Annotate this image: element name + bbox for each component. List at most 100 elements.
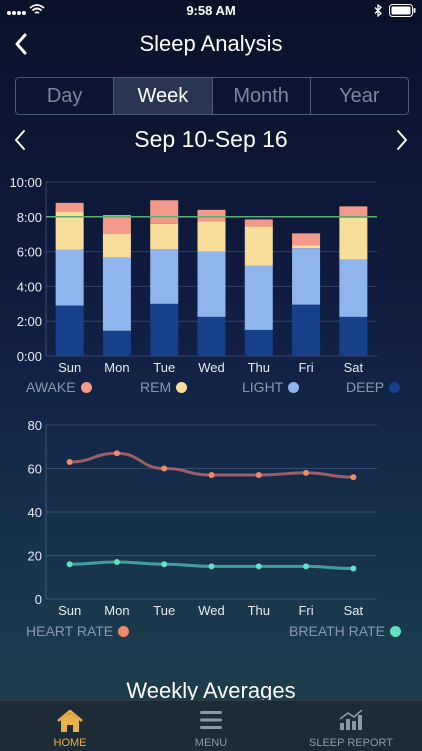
date-range-label: Sep 10-Sep 16 — [134, 126, 288, 152]
status-bar: 9:58 AM — [0, 0, 422, 22]
legend-light-label: LIGHT — [242, 379, 284, 395]
tab-year[interactable]: Year — [339, 85, 380, 107]
rate-x-tick: Wed — [198, 603, 225, 618]
wifi-icon — [29, 4, 45, 14]
bottom-tab-home-label: HOME — [53, 737, 87, 749]
heart-rate-dot — [118, 625, 130, 637]
sleep-x-tick: Mon — [104, 360, 129, 375]
legend-rem: REM — [140, 379, 188, 395]
rate-y-tick: 80 — [28, 418, 42, 433]
heart-breath-chart: 0 20 40 60 80 Sun Mon Tue Wed Thu Fri Sat — [28, 418, 377, 618]
bottom-tab-sleep-report[interactable]: SLEEP REPORT — [281, 701, 421, 751]
bottom-tab-home[interactable]: HOME — [0, 701, 140, 751]
rate-x-tick: Sun — [58, 603, 81, 618]
breath-rate-point-sat — [350, 565, 357, 572]
weekly-averages-title: Weekly Averages — [126, 678, 296, 703]
bar-light-sun — [55, 249, 84, 306]
heart-rate-point-sat — [350, 474, 357, 481]
bar-rem-tue — [150, 223, 179, 249]
heart-rate-point-sun — [66, 458, 73, 465]
legend-deep-label: DEEP — [346, 379, 385, 395]
heart-rate-point-thu — [255, 472, 262, 479]
bar-rem-fri — [292, 245, 321, 249]
signal-icon — [7, 11, 26, 15]
light-dot — [288, 381, 300, 393]
sleep-legend: AWAKE REM LIGHT DEEP — [0, 379, 422, 397]
rate-x-tick: Sat — [344, 603, 364, 618]
breath-rate-point-thu — [255, 563, 262, 570]
bar-awake-wed — [197, 209, 226, 222]
rate-y-tick: 0 — [35, 592, 42, 607]
rate-x-tick: Thu — [248, 603, 270, 618]
bar-rem-thu — [244, 226, 273, 266]
legend-breath-label: BREATH RATE — [289, 623, 385, 639]
sleep-x-tick: Sat — [344, 360, 364, 375]
breath-rate-point-mon — [113, 559, 120, 566]
bar-light-mon — [102, 257, 131, 331]
legend-deep: DEEP — [346, 379, 401, 395]
date-range-row: Sep 10-Sep 16 — [0, 120, 422, 160]
rate-x-tick: Fri — [298, 603, 313, 618]
breath-rate-dot — [389, 625, 401, 637]
sleep-y-tick: 10:00 — [9, 175, 42, 190]
bottom-tab-report-label: SLEEP REPORT — [309, 737, 393, 749]
tab-month[interactable]: Month — [213, 78, 311, 114]
rate-y-tick: 20 — [28, 549, 42, 564]
menu-icon — [200, 711, 222, 729]
bar-rem-sat — [339, 217, 368, 260]
sleep-x-tick: Tue — [153, 360, 175, 375]
legend-heart-rate: HEART RATE — [26, 623, 130, 639]
heart-rate-point-tue — [161, 465, 168, 472]
bar-light-tue — [150, 248, 179, 304]
bottom-tab-menu[interactable]: MENU — [141, 701, 281, 751]
bar-awake-sat — [339, 206, 368, 218]
report-icon — [339, 709, 363, 730]
page-title: Sleep Analysis — [139, 31, 283, 56]
legend-rem-label: REM — [140, 379, 172, 395]
legend-awake: AWAKE — [26, 379, 92, 395]
bar-awake-tue — [150, 200, 179, 224]
breath-rate-point-tue — [161, 561, 168, 568]
bottom-tab-menu-label: MENU — [194, 737, 228, 749]
rate-legend: HEART RATE BREATH RATE — [0, 623, 422, 641]
heart-rate-point-wed — [208, 472, 215, 479]
prev-week-button[interactable] — [9, 128, 33, 152]
bar-awake-fri — [292, 233, 321, 246]
bar-awake-mon — [102, 215, 131, 234]
period-segmented-control: Day Week Month Year — [15, 77, 409, 115]
bar-rem-wed — [197, 221, 226, 252]
bluetooth-icon — [374, 4, 382, 17]
bar-light-fri — [292, 248, 321, 305]
back-button[interactable] — [8, 30, 36, 58]
nav-bar: Sleep Analysis — [0, 22, 422, 66]
bar-rem-mon — [102, 233, 131, 258]
home-icon — [57, 709, 83, 732]
rate-x-tick: Mon — [104, 603, 129, 618]
sleep-x-tick: Fri — [298, 360, 313, 375]
bar-deep-fri — [292, 304, 321, 356]
rem-dot — [176, 381, 188, 393]
bar-deep-mon — [102, 330, 131, 356]
rate-y-tick: 40 — [28, 505, 42, 520]
legend-awake-label: AWAKE — [26, 379, 76, 395]
sleep-y-tick: 6:00 — [17, 245, 42, 260]
tab-day[interactable]: Day — [16, 78, 115, 114]
sleep-x-tick: Sun — [58, 360, 81, 375]
bar-deep-tue — [150, 303, 179, 356]
heart-rate-point-fri — [303, 469, 310, 476]
sleep-stages-chart: 0:00 2:00 4:00 6:00 8:00 10:00 Sun Mon Tue Wed Thu… — [9, 175, 377, 375]
bar-light-wed — [197, 251, 226, 317]
deep-dot — [389, 381, 401, 393]
heart-rate-point-mon — [113, 450, 120, 457]
battery-icon — [389, 4, 416, 17]
breath-rate-point-fri — [303, 563, 310, 570]
breath-rate-point-wed — [208, 563, 215, 570]
awake-dot — [80, 381, 92, 393]
rate-y-tick: 60 — [28, 462, 42, 477]
next-week-button[interactable] — [389, 128, 413, 152]
tab-week[interactable]: Week — [114, 78, 213, 114]
bar-deep-sat — [339, 316, 368, 356]
legend-light: LIGHT — [242, 379, 300, 395]
sleep-x-tick: Wed — [198, 360, 225, 375]
bottom-tab-bar: HOME MENU SLEEP REPORT — [0, 700, 422, 751]
